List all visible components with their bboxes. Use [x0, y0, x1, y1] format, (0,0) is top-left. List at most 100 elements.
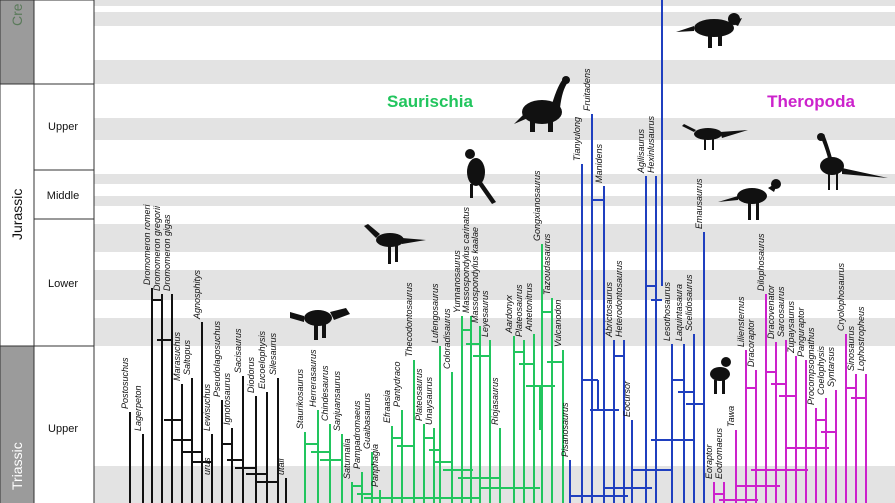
taxon-label: Agnosphitys	[192, 269, 202, 320]
taxon-label: Manidens	[594, 143, 604, 183]
taxon-label: Marasuchus	[172, 331, 182, 381]
taxon-label: Dromomeron romeri	[142, 203, 152, 285]
taxon-label: Staurikosaurus	[295, 368, 305, 429]
period-label-jurassic: Jurassic	[9, 189, 25, 240]
taxon-label: Pampadromaeus	[352, 400, 362, 469]
taxon-label: Leyesaurus	[480, 290, 490, 337]
taxon-label: Dromomeron gregorii	[152, 205, 162, 291]
taxon-label: Eodromaeus	[714, 427, 724, 479]
taxon-label: Scelidosaurus	[684, 274, 694, 331]
taxon-label: Cryolophosaurus	[836, 262, 846, 331]
taxon-label: Pseudolagosuchus	[212, 320, 222, 397]
clade-label-theropoda: Theropoda	[767, 92, 855, 111]
taxon-label: Aardonyx	[504, 294, 514, 334]
taxon-label: Yunnanosaurus	[452, 250, 462, 313]
taxon-label: Sanjuansaurus	[332, 370, 342, 431]
taxon-label: Sarcosaurus	[776, 286, 786, 337]
taxon-label: Lufengosaurus	[430, 283, 440, 343]
taxon-label: Dromomeron gigas	[162, 214, 172, 291]
period-label-cretaceous: Cre	[9, 3, 25, 26]
taxon-label: Lagerpeton	[133, 385, 143, 431]
taxon-label: Postosuchus	[120, 357, 130, 409]
taxon-label: Zupaysaurus	[786, 300, 796, 354]
taxon-label: Hexinlusaurus	[646, 115, 656, 173]
taxon-label: Ignotosaurus	[222, 372, 232, 425]
taxon-label: Syntarsus	[826, 346, 836, 387]
time-band	[94, 118, 895, 140]
taxon-label: utali	[276, 457, 286, 475]
taxon-label: Riojasaurus	[490, 377, 500, 425]
coelophysid-silhouette-icon	[817, 133, 888, 190]
time-band	[94, 318, 895, 346]
epoch-box-triassic-upper	[33, 345, 95, 503]
taxon-label: Liliensternus	[736, 296, 746, 347]
taxon-label: Silesaurus	[268, 332, 278, 375]
taxon-label: Tawa	[726, 406, 736, 427]
taxon-label: Saltopus	[182, 339, 192, 375]
taxon-label: Fruitadens	[582, 68, 592, 111]
taxon-label: Sacisaurus	[233, 328, 243, 373]
epoch-box-jurassic-upper	[33, 83, 95, 171]
taxon-label: Laquintasaura	[674, 284, 684, 341]
tyrannosaur-silhouette-icon	[290, 308, 350, 340]
taxon-label: Plateosaurus	[514, 284, 524, 337]
small-theropod-silhouette-icon-1	[682, 124, 748, 150]
dinosaur-silhouettes	[290, 13, 888, 394]
time-band	[94, 270, 895, 300]
taxon-label: Vulcanodon	[553, 300, 563, 347]
taxon-label: Plateosaurus	[414, 368, 424, 421]
taxon-label: Agilisaurus	[636, 128, 646, 174]
period-label-triassic: Triassic	[9, 442, 25, 490]
taxon-label: Tazoudasaurus	[542, 233, 552, 295]
taxon-label: urus	[202, 457, 212, 475]
taxon-label: Lewisuchus	[202, 383, 212, 431]
taxon-label: Pisanosaurus	[560, 402, 570, 457]
epoch-label-jurassic-lower: Lower	[48, 278, 78, 290]
taxon-label: Abrictosaurus	[604, 281, 614, 338]
epoch-label-triassic-upper: Upper	[48, 423, 78, 435]
time-band	[94, 60, 895, 84]
time-band	[94, 12, 895, 26]
sauropodomorph-silhouette-icon	[514, 76, 570, 132]
taxon-label: Guaibasaurus	[362, 392, 372, 449]
epoch-label-jurassic-upper: Upper	[48, 121, 78, 133]
taxon-label: Massospondylus carinatus	[461, 206, 471, 313]
taxon-label: Procompsognathus	[806, 327, 816, 405]
taxon-label: Efraasia	[382, 390, 392, 423]
taxon-label: Eocursor	[622, 380, 632, 417]
time-band	[94, 0, 895, 6]
time-band	[94, 174, 895, 184]
taxon-label: Unaysaurus	[424, 376, 434, 425]
epoch-box-cretaceous	[33, 0, 95, 85]
taxon-label: Coloradisaurus	[442, 308, 452, 369]
taxon-label: Lophostropheus	[856, 306, 866, 371]
clade-label-saurischia: Saurischia	[387, 92, 474, 111]
taxon-label: Tianyulong	[572, 117, 582, 161]
taxon-label: Panphagia	[370, 444, 380, 487]
taxon-label: Heterodontosaurus	[614, 260, 624, 337]
epoch-box-jurassic-lower	[33, 218, 95, 347]
phylogenetic-tree	[129, 0, 867, 503]
epoch-box-jurassic-middle	[33, 169, 95, 220]
time-bands	[94, 0, 895, 503]
taxon-label: Eoraptor	[704, 443, 714, 479]
taxon-label: Sinosaurus	[846, 325, 856, 371]
taxon-label: Chindesaurus	[320, 365, 330, 421]
taxon-label: Eucoelophysis	[257, 330, 267, 389]
taxon-label: Dilophosaurus	[756, 233, 766, 291]
taxon-label: Diodorus	[246, 356, 256, 393]
taxon-label: Massospondylus kaalae	[470, 227, 480, 323]
taxon-label: Pantydraco	[392, 361, 402, 407]
taxon-label: Saturnalia	[342, 438, 352, 479]
taxon-label: Dracoraptor	[746, 318, 756, 367]
taxon-label: Antetonitrus	[524, 282, 534, 332]
small-theropod-silhouette-icon-2	[718, 179, 781, 220]
pachycephalosaur-silhouette-icon	[676, 13, 742, 48]
taxon-label: Thecodontosaurus	[404, 282, 414, 357]
taxon-label: Dracovenator	[766, 284, 776, 339]
taxon-label: Emausaurus	[694, 178, 704, 229]
taxon-label: Herrerasaurus	[308, 349, 318, 407]
